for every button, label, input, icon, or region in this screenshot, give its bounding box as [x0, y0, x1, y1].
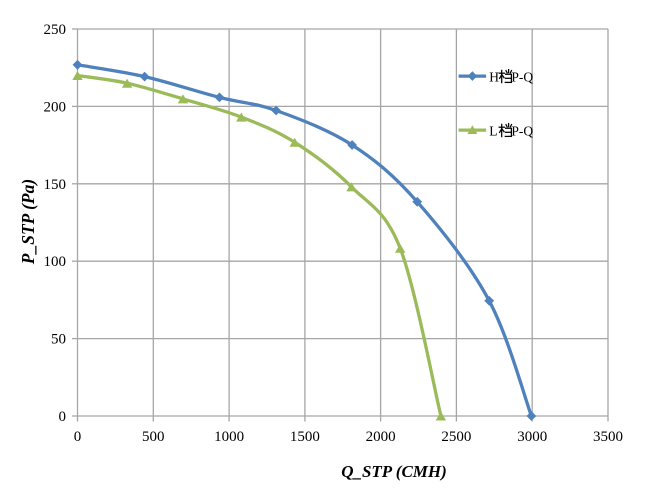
- svg-text:2000: 2000: [366, 429, 396, 445]
- svg-text:P-Q: P-Q: [511, 123, 533, 138]
- svg-text:0: 0: [74, 429, 82, 445]
- svg-text:1000: 1000: [214, 429, 244, 445]
- svg-text:H: H: [489, 69, 499, 84]
- svg-text:3500: 3500: [593, 429, 623, 445]
- svg-text:2500: 2500: [441, 429, 471, 445]
- svg-text:250: 250: [44, 22, 67, 38]
- svg-text:3000: 3000: [517, 429, 547, 445]
- svg-text:150: 150: [44, 177, 67, 193]
- svg-text:P_STP (Pa): P_STP (Pa): [18, 179, 38, 265]
- svg-text:Q_STP (CMH): Q_STP (CMH): [341, 462, 447, 481]
- svg-text:200: 200: [44, 99, 67, 115]
- svg-text:0: 0: [59, 409, 67, 425]
- svg-text:100: 100: [44, 254, 67, 270]
- svg-text:P-Q: P-Q: [511, 69, 533, 84]
- svg-text:50: 50: [51, 332, 66, 348]
- svg-text:L: L: [489, 123, 497, 138]
- svg-text:500: 500: [142, 429, 165, 445]
- svg-text:1500: 1500: [290, 429, 320, 445]
